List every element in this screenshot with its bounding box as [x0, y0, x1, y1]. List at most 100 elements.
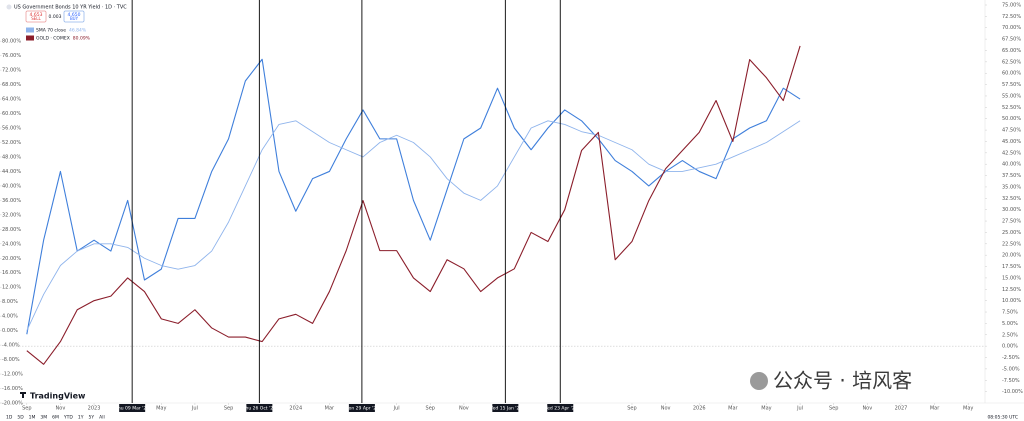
legend-value: 46.84%	[69, 28, 87, 34]
y2-tick-label: 70.00%	[1002, 25, 1021, 31]
marker-label: Thu 26 Oct '23	[242, 406, 276, 412]
x-tick-label: Jul	[796, 406, 803, 412]
plot: -20.00% -16.00% -12.00% -8.00% -4.00% 0.00% 4.…	[0, 0, 1023, 412]
y-tick-label: 36.00%	[2, 198, 21, 204]
y2-tick-label: -2.50%	[1002, 355, 1020, 361]
y2-tick-label: 67.50%	[1002, 37, 1021, 43]
y-tick-label: 48.00%	[2, 154, 21, 160]
y-tick-label: 60.00%	[2, 111, 21, 117]
y2-tick-label: 7.50%	[1002, 310, 1018, 316]
series-line	[26, 45, 801, 365]
range-button[interactable]: 5Y	[89, 415, 95, 421]
range-button[interactable]: 3M	[40, 415, 47, 421]
y-tick-label: -8.00%	[2, 357, 20, 363]
y2-tick-label: 5.00%	[1002, 321, 1018, 327]
x-tick-label: Nov	[56, 406, 66, 412]
y2-tick-label: 15.00%	[1002, 275, 1021, 281]
range-button[interactable]: YTD	[63, 415, 73, 421]
range-button[interactable]: 1Y	[78, 415, 84, 421]
y2-tick-label: 25.00%	[1002, 230, 1021, 236]
range-button[interactable]: 1D	[6, 415, 13, 421]
x-tick-label: Mar	[325, 406, 335, 412]
x-tick-label: Nov	[862, 406, 872, 412]
legend-title: US Government Bonds 10 YR Yield · 1D · T…	[14, 5, 127, 11]
x-tick-label: Mar	[728, 406, 738, 412]
y2-tick-label: 72.50%	[1002, 14, 1021, 20]
legend-swatch	[26, 35, 34, 41]
y-tick-label: 44.00%	[2, 169, 21, 175]
x-tick-label: May	[156, 406, 166, 412]
marker-label: Mon 29 Apr '24	[345, 406, 379, 412]
y2-tick-label: 12.50%	[1002, 287, 1021, 293]
range-button[interactable]: All	[99, 415, 105, 421]
y2-tick-label: 10.00%	[1002, 298, 1021, 304]
x-tick-label: 2026	[693, 406, 706, 412]
y2-tick-label: 32.50%	[1002, 196, 1021, 202]
y2-tick-label: 57.50%	[1002, 82, 1021, 88]
legend: US Government Bonds 10 YR Yield · 1D · T…	[6, 4, 127, 42]
x-tick-label: Sep	[224, 406, 233, 412]
series-line	[26, 58, 801, 335]
range-button[interactable]: 5D	[17, 415, 24, 421]
range-button[interactable]: 6M	[52, 415, 59, 421]
y-tick-label: 8.00%	[2, 299, 18, 305]
x-tick-label: Jul	[191, 406, 198, 412]
sell-box[interactable]	[25, 10, 47, 23]
y-tick-label: -16.00%	[2, 386, 23, 392]
y2-tick-label: 2.50%	[1002, 332, 1018, 338]
range-button[interactable]: 1M	[29, 415, 36, 421]
marker-label-box	[119, 404, 146, 412]
y2-tick-label: 65.00%	[1002, 48, 1021, 54]
y-tick-label: 28.00%	[2, 227, 21, 233]
legend-swatch	[26, 27, 34, 33]
marker-label: Wed 15 Jan '25	[488, 406, 522, 412]
y2-tick-label: 17.50%	[1002, 264, 1021, 270]
y-tick-label: 64.00%	[2, 97, 21, 103]
y2-tick-label: 75.00%	[1002, 3, 1021, 9]
y2-tick-label: 42.50%	[1002, 150, 1021, 156]
y-tick-label: 52.00%	[2, 140, 21, 146]
clock: 08:05:30 UTC	[987, 415, 1018, 421]
marker-label-box	[547, 404, 574, 412]
brand: TradingView	[30, 392, 86, 401]
x-tick-label: 2024	[289, 406, 302, 412]
y-tick-label: -12.00%	[2, 372, 23, 378]
y-tick-label: 68.00%	[2, 82, 21, 88]
y2-tick-label: 62.50%	[1002, 59, 1021, 65]
y2-tick-label: 50.00%	[1002, 116, 1021, 122]
x-tick-label: Nov	[661, 406, 671, 412]
y-tick-label: -20.00%	[2, 401, 23, 407]
y2-tick-label: 22.50%	[1002, 241, 1021, 247]
watermark: 公众号 · 培风客	[773, 369, 912, 393]
y2-tick-label: 30.00%	[1002, 207, 1021, 213]
y-tick-label: 20.00%	[2, 256, 21, 262]
y2-tick-label: 27.50%	[1002, 219, 1021, 225]
marker-label-box	[246, 404, 273, 412]
y-tick-label: 56.00%	[2, 126, 21, 132]
x-tick-label: Jul	[393, 406, 400, 412]
spread: 0.003	[49, 14, 62, 20]
y-tick-label: 16.00%	[2, 270, 21, 276]
y2-tick-label: 55.00%	[1002, 93, 1021, 99]
y2-tick-label: -7.50%	[1002, 378, 1020, 384]
y2-tick-label: -5.00%	[1002, 366, 1020, 372]
x-tick-label: May	[963, 406, 973, 412]
y-tick-label: 12.00%	[2, 285, 21, 291]
x-tick-label: Sep	[627, 406, 636, 412]
x-tick-label: 2023	[88, 406, 101, 412]
x-tick-label: Sep	[22, 406, 31, 412]
y2-tick-label: 0.00%	[1002, 344, 1018, 350]
marker-label: Thu 09 Mar '23	[114, 406, 149, 412]
x-tick-label: Nov	[459, 406, 469, 412]
y2-tick-label: 47.50%	[1002, 128, 1021, 134]
y2-tick-label: 37.50%	[1002, 173, 1021, 179]
symbol-icon	[6, 4, 12, 10]
y-tick-label: 40.00%	[2, 183, 21, 189]
x-tick-label: Sep	[426, 406, 435, 412]
y-tick-label: 80.00%	[2, 39, 21, 45]
buy-label: BUY	[70, 16, 79, 21]
buy-box[interactable]	[63, 10, 85, 23]
marker-label-box	[348, 404, 375, 412]
